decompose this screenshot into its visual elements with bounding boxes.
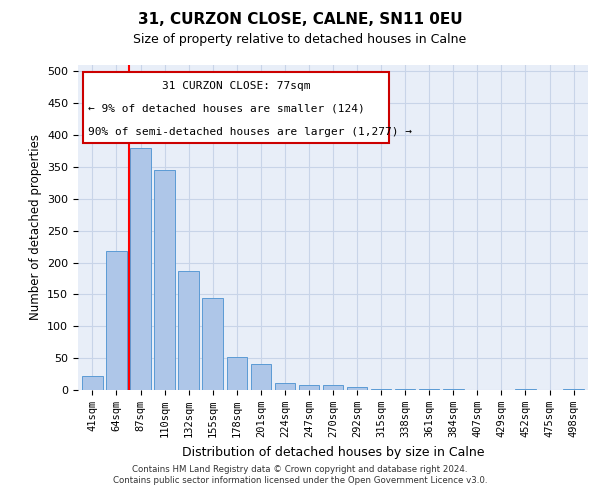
Bar [82,376,103,390]
Bar [371,388,391,390]
Bar [154,170,175,390]
Text: 31 CURZON CLOSE: 77sqm: 31 CURZON CLOSE: 77sqm [162,81,310,91]
Bar [202,298,223,390]
Bar [130,148,151,390]
Text: 90% of semi-detached houses are larger (1,277) →: 90% of semi-detached houses are larger (… [88,128,412,138]
Bar [323,385,343,390]
Bar [106,251,127,390]
Bar [275,383,295,390]
Bar [227,357,247,390]
Bar [563,388,584,390]
Text: Contains public sector information licensed under the Open Government Licence v3: Contains public sector information licen… [113,476,487,485]
Bar [347,388,367,390]
Bar [251,364,271,390]
Y-axis label: Number of detached properties: Number of detached properties [29,134,41,320]
Text: Size of property relative to detached houses in Calne: Size of property relative to detached ho… [133,32,467,46]
Text: Contains HM Land Registry data © Crown copyright and database right 2024.: Contains HM Land Registry data © Crown c… [132,465,468,474]
Text: ← 9% of detached houses are smaller (124): ← 9% of detached houses are smaller (124… [88,104,365,114]
Bar [299,385,319,390]
Bar [178,271,199,390]
Text: 31, CURZON CLOSE, CALNE, SN11 0EU: 31, CURZON CLOSE, CALNE, SN11 0EU [137,12,463,28]
FancyBboxPatch shape [83,72,389,143]
X-axis label: Distribution of detached houses by size in Calne: Distribution of detached houses by size … [182,446,484,458]
